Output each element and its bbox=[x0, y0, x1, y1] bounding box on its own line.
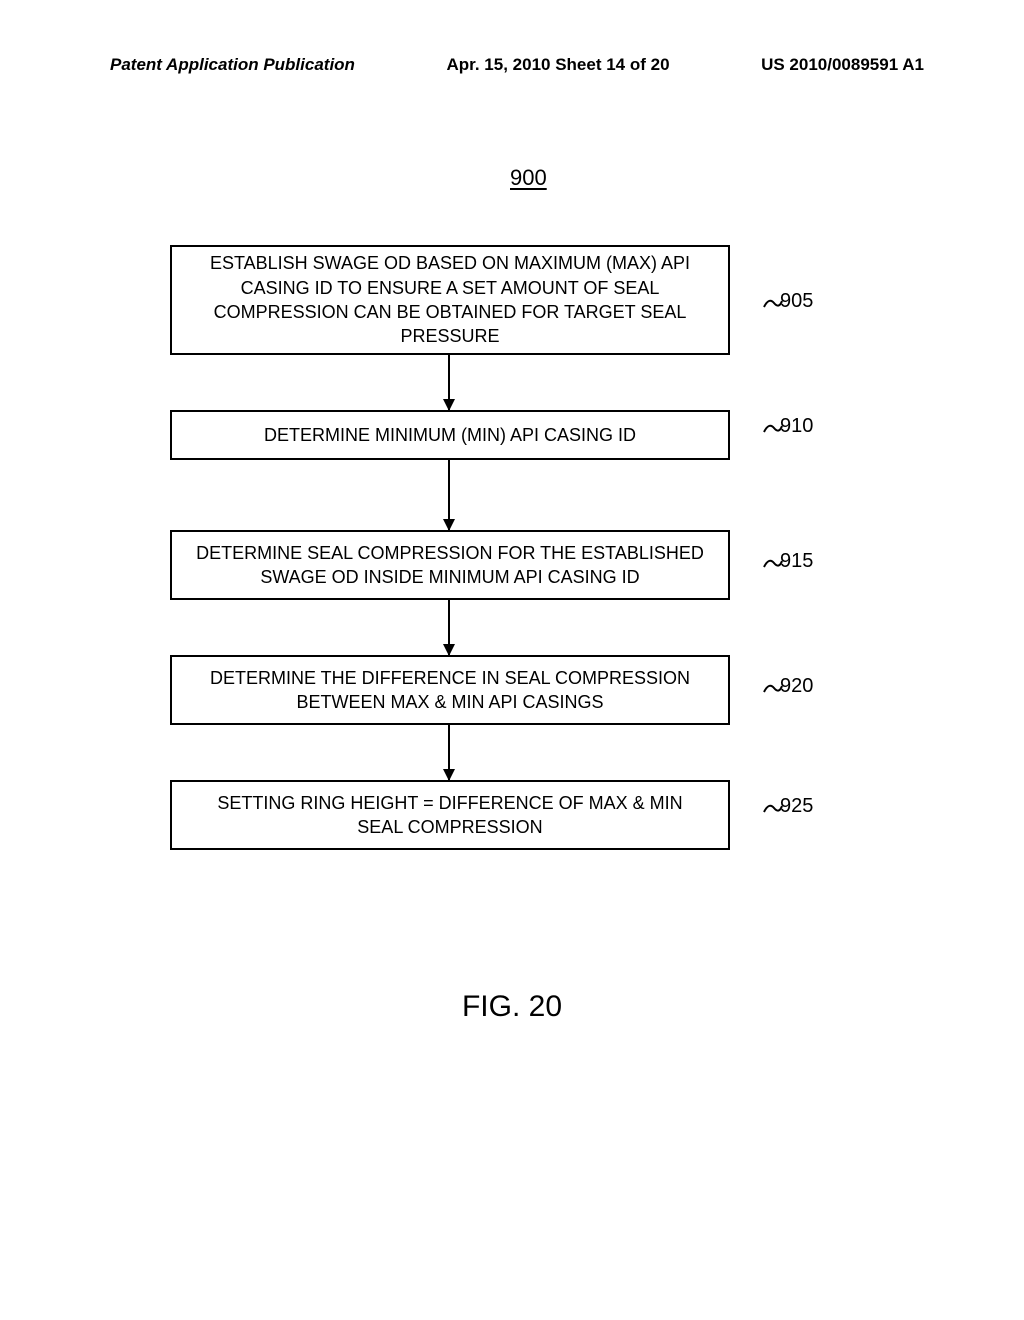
flow-step-box: DETERMINE THE DIFFERENCE IN SEAL COMPRES… bbox=[170, 655, 730, 725]
flow-step-box: ESTABLISH SWAGE OD BASED ON MAXIMUM (MAX… bbox=[170, 245, 730, 355]
figure-reference-number: 900 bbox=[510, 165, 547, 191]
flow-step-box: DETERMINE SEAL COMPRESSION FOR THE ESTAB… bbox=[170, 530, 730, 600]
ref-connector-icon bbox=[763, 553, 783, 573]
flow-step-ref: 915 bbox=[780, 550, 813, 573]
flow-step-ref: 925 bbox=[780, 795, 813, 818]
header-center: Apr. 15, 2010 Sheet 14 of 20 bbox=[447, 55, 670, 75]
header-left: Patent Application Publication bbox=[110, 55, 355, 75]
page-header: Patent Application Publication Apr. 15, … bbox=[0, 55, 1024, 75]
flow-step-ref: 905 bbox=[780, 290, 813, 313]
flow-arrow bbox=[448, 355, 450, 410]
flow-step-ref: 920 bbox=[780, 675, 813, 698]
ref-connector-icon bbox=[763, 678, 783, 698]
flowchart-container: ESTABLISH SWAGE OD BASED ON MAXIMUM (MAX… bbox=[170, 245, 790, 850]
flow-step-box: SETTING RING HEIGHT = DIFFERENCE OF MAX … bbox=[170, 780, 730, 850]
flow-arrow bbox=[448, 600, 450, 655]
figure-caption: FIG. 20 bbox=[0, 990, 1024, 1024]
flow-arrow bbox=[448, 460, 450, 530]
header-right: US 2010/0089591 A1 bbox=[761, 55, 924, 75]
flow-arrow bbox=[448, 725, 450, 780]
flow-step-ref: 910 bbox=[780, 415, 813, 438]
flow-step-box: DETERMINE MINIMUM (MIN) API CASING ID bbox=[170, 410, 730, 460]
ref-connector-icon bbox=[763, 293, 783, 313]
ref-connector-icon bbox=[763, 418, 783, 438]
ref-connector-icon bbox=[763, 798, 783, 818]
